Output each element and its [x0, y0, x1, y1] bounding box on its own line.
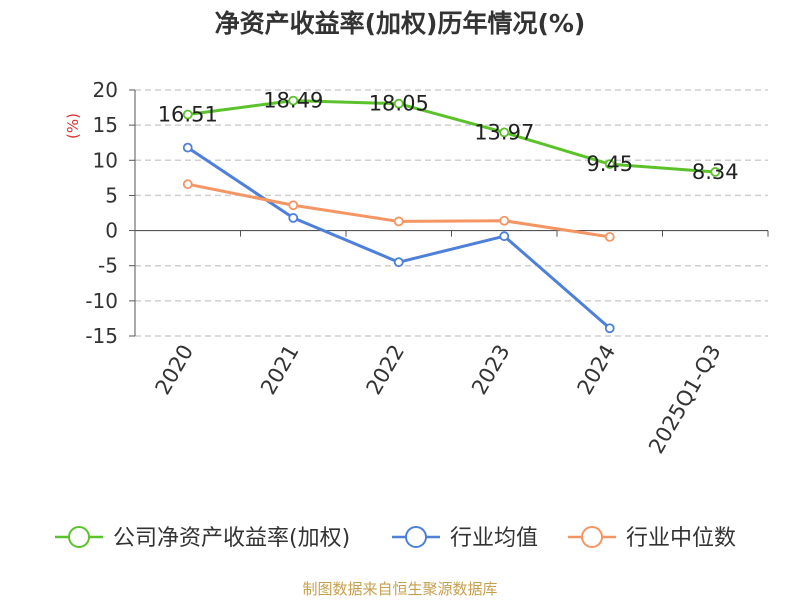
data-point — [182, 179, 193, 190]
data-point — [393, 216, 404, 227]
data-label: 18.05 — [369, 92, 429, 116]
x-tick-label: 2024 — [573, 341, 621, 399]
data-label: 9.45 — [586, 152, 633, 176]
data-point — [604, 231, 615, 242]
data-point — [393, 257, 404, 268]
data-point — [604, 323, 615, 334]
y-tick-label: 5 — [105, 183, 118, 207]
x-tick-label: 2023 — [467, 341, 515, 399]
legend-marker — [68, 526, 90, 548]
data-point — [499, 215, 510, 226]
data-point — [288, 200, 299, 211]
y-tick-label: 15 — [93, 113, 118, 137]
legend-label: 公司净资产收益率(加权) — [113, 526, 350, 551]
legend-label: 行业均值 — [450, 526, 538, 551]
y-axis-label: (%) — [64, 113, 82, 139]
y-tick-label: -10 — [85, 289, 118, 313]
x-tick-label: 2025Q1-Q3 — [644, 341, 726, 458]
y-tick-label: -15 — [85, 324, 118, 348]
series-line-1 — [187, 99, 716, 174]
x-tick-label: 2021 — [256, 341, 304, 399]
data-label: 16.51 — [158, 103, 218, 127]
y-tick-label: 10 — [93, 148, 118, 172]
source-note: 制图数据来自恒生聚源数据库 — [302, 580, 498, 598]
legend-marker — [405, 526, 427, 548]
data-label: 8.34 — [692, 160, 739, 184]
y-tick-label: 0 — [105, 219, 118, 243]
data-point — [288, 213, 299, 223]
series-line-3 — [187, 182, 610, 239]
data-point — [499, 127, 510, 138]
data-point — [393, 98, 404, 109]
data-point — [710, 167, 721, 177]
data-point — [182, 109, 193, 120]
x-tick-label: 2020 — [151, 341, 199, 399]
data-label: 13.97 — [474, 120, 534, 144]
legend-marker — [581, 526, 603, 548]
data-point — [499, 231, 510, 242]
chart-title: 净资产收益率(加权)历年情况(%) — [214, 9, 586, 38]
legend-label: 行业中位数 — [626, 526, 736, 551]
data-point — [604, 159, 615, 170]
data-label: 18.49 — [263, 89, 323, 113]
data-point — [182, 142, 193, 153]
y-tick-label: 20 — [93, 78, 118, 102]
y-tick-label: -5 — [98, 254, 118, 278]
x-tick-label: 2022 — [362, 341, 410, 399]
data-point — [288, 95, 299, 106]
